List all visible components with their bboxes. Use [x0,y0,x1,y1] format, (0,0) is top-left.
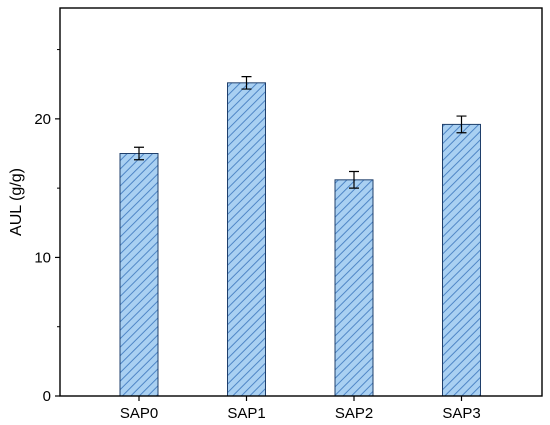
error-bar-sap3 [456,115,467,134]
x-tick-label: SAP0 [120,405,158,422]
x-tick-label: SAP2 [335,405,373,422]
y-tick-label: 0 [43,388,51,405]
y-tick-label: 20 [34,111,51,128]
error-bars-layer [134,75,467,189]
bar-sap1 [227,82,266,397]
plot-frame [59,7,543,397]
error-bar-sap0 [134,146,144,161]
x-tick-label: SAP3 [442,405,480,422]
x-tick-label: SAP1 [227,405,265,422]
y-axis-title: AUL (g/g) [8,168,25,236]
ticks-layer [55,49,463,401]
error-bar-sap2 [349,170,359,189]
labels-layer: SAP0 SAP1 SAP2 SAP3 0 10 20 [34,111,480,422]
bar-sap3 [442,123,481,397]
bars-layer [119,82,481,397]
error-bar-sap1 [241,75,252,90]
bar-sap0 [119,153,159,397]
bar-sap2 [334,179,374,397]
y-tick-label: 10 [34,249,51,266]
